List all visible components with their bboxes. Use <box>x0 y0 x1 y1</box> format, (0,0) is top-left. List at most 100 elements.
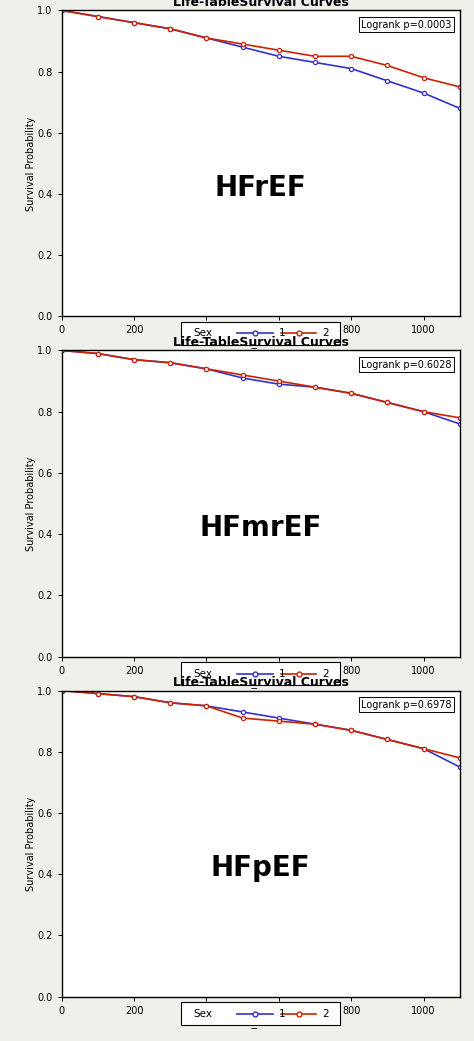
2 <box>59 4 64 17</box>
1 <box>312 718 318 731</box>
1 <box>203 362 209 375</box>
2 <box>384 397 390 409</box>
Title: Life-TableSurvival Curves: Life-TableSurvival Curves <box>173 336 349 350</box>
2 <box>131 353 137 365</box>
2 <box>276 375 282 387</box>
1 <box>131 17 137 29</box>
2 <box>240 369 246 381</box>
2 <box>457 411 463 424</box>
Title: Life-TableSurvival Curves: Life-TableSurvival Curves <box>173 0 349 9</box>
Text: Sex: Sex <box>193 329 212 338</box>
2 <box>421 72 427 84</box>
Text: HFmrEF: HFmrEF <box>200 514 322 542</box>
2 <box>276 715 282 728</box>
Text: 1: 1 <box>279 668 285 679</box>
1 <box>95 687 100 700</box>
2 <box>312 381 318 393</box>
FancyBboxPatch shape <box>181 1002 340 1025</box>
2 <box>457 81 463 94</box>
2 <box>348 50 354 62</box>
Text: Logrank p=0.6978: Logrank p=0.6978 <box>361 700 452 710</box>
Y-axis label: Survival Probability: Survival Probability <box>26 796 36 891</box>
2 <box>421 405 427 417</box>
1 <box>276 378 282 390</box>
1 <box>59 345 64 357</box>
1 <box>421 405 427 417</box>
Line: 2: 2 <box>60 349 462 420</box>
1 <box>384 397 390 409</box>
1 <box>240 41 246 53</box>
2 <box>240 712 246 725</box>
Y-axis label: Survival Probability: Survival Probability <box>26 456 36 551</box>
Line: 1: 1 <box>60 349 462 426</box>
2 <box>348 387 354 400</box>
1 <box>167 356 173 369</box>
Line: 2: 2 <box>60 8 462 90</box>
2 <box>384 59 390 72</box>
1 <box>131 690 137 703</box>
1 <box>95 10 100 23</box>
2 <box>131 690 137 703</box>
Text: Sex: Sex <box>193 1009 212 1018</box>
2 <box>312 50 318 62</box>
1 <box>348 387 354 400</box>
1 <box>276 712 282 725</box>
Text: 1: 1 <box>279 329 285 338</box>
1 <box>167 696 173 709</box>
2 <box>167 356 173 369</box>
1 <box>167 23 173 35</box>
1 <box>457 761 463 773</box>
X-axis label: FU_time: FU_time <box>238 1017 283 1027</box>
1 <box>59 4 64 17</box>
Line: 2: 2 <box>60 688 462 760</box>
1 <box>348 62 354 75</box>
Text: Logrank p=0.6028: Logrank p=0.6028 <box>361 359 452 370</box>
1 <box>203 31 209 44</box>
2 <box>95 687 100 700</box>
2 <box>240 37 246 50</box>
1 <box>312 381 318 393</box>
Text: HFrEF: HFrEF <box>215 174 307 202</box>
Text: HFpEF: HFpEF <box>211 854 310 882</box>
2 <box>59 345 64 357</box>
1 <box>240 706 246 718</box>
Text: Logrank p=0.0003: Logrank p=0.0003 <box>362 20 452 29</box>
2 <box>203 362 209 375</box>
1 <box>203 700 209 712</box>
Line: 1: 1 <box>60 688 462 769</box>
FancyBboxPatch shape <box>181 322 340 345</box>
Text: 1: 1 <box>279 1009 285 1018</box>
2 <box>203 700 209 712</box>
2 <box>348 725 354 737</box>
FancyBboxPatch shape <box>181 662 340 685</box>
2 <box>59 684 64 696</box>
Y-axis label: Survival Probability: Survival Probability <box>26 117 36 210</box>
1 <box>95 348 100 360</box>
1 <box>312 56 318 69</box>
2 <box>384 733 390 745</box>
1 <box>348 725 354 737</box>
X-axis label: FU_time: FU_time <box>238 677 283 688</box>
Title: Life-TableSurvival Curves: Life-TableSurvival Curves <box>173 677 349 689</box>
2 <box>276 44 282 56</box>
2 <box>312 718 318 731</box>
Line: 1: 1 <box>60 8 462 110</box>
1 <box>59 684 64 696</box>
1 <box>457 102 463 115</box>
X-axis label: FU_time: FU_time <box>238 337 283 348</box>
2 <box>95 348 100 360</box>
1 <box>421 742 427 755</box>
1 <box>384 733 390 745</box>
2 <box>167 23 173 35</box>
2 <box>131 17 137 29</box>
2 <box>203 31 209 44</box>
1 <box>384 75 390 87</box>
1 <box>457 417 463 430</box>
Text: 2: 2 <box>322 329 329 338</box>
1 <box>131 353 137 365</box>
Text: 2: 2 <box>322 1009 329 1018</box>
2 <box>457 752 463 764</box>
1 <box>421 86 427 99</box>
Text: Sex: Sex <box>193 668 212 679</box>
2 <box>95 10 100 23</box>
